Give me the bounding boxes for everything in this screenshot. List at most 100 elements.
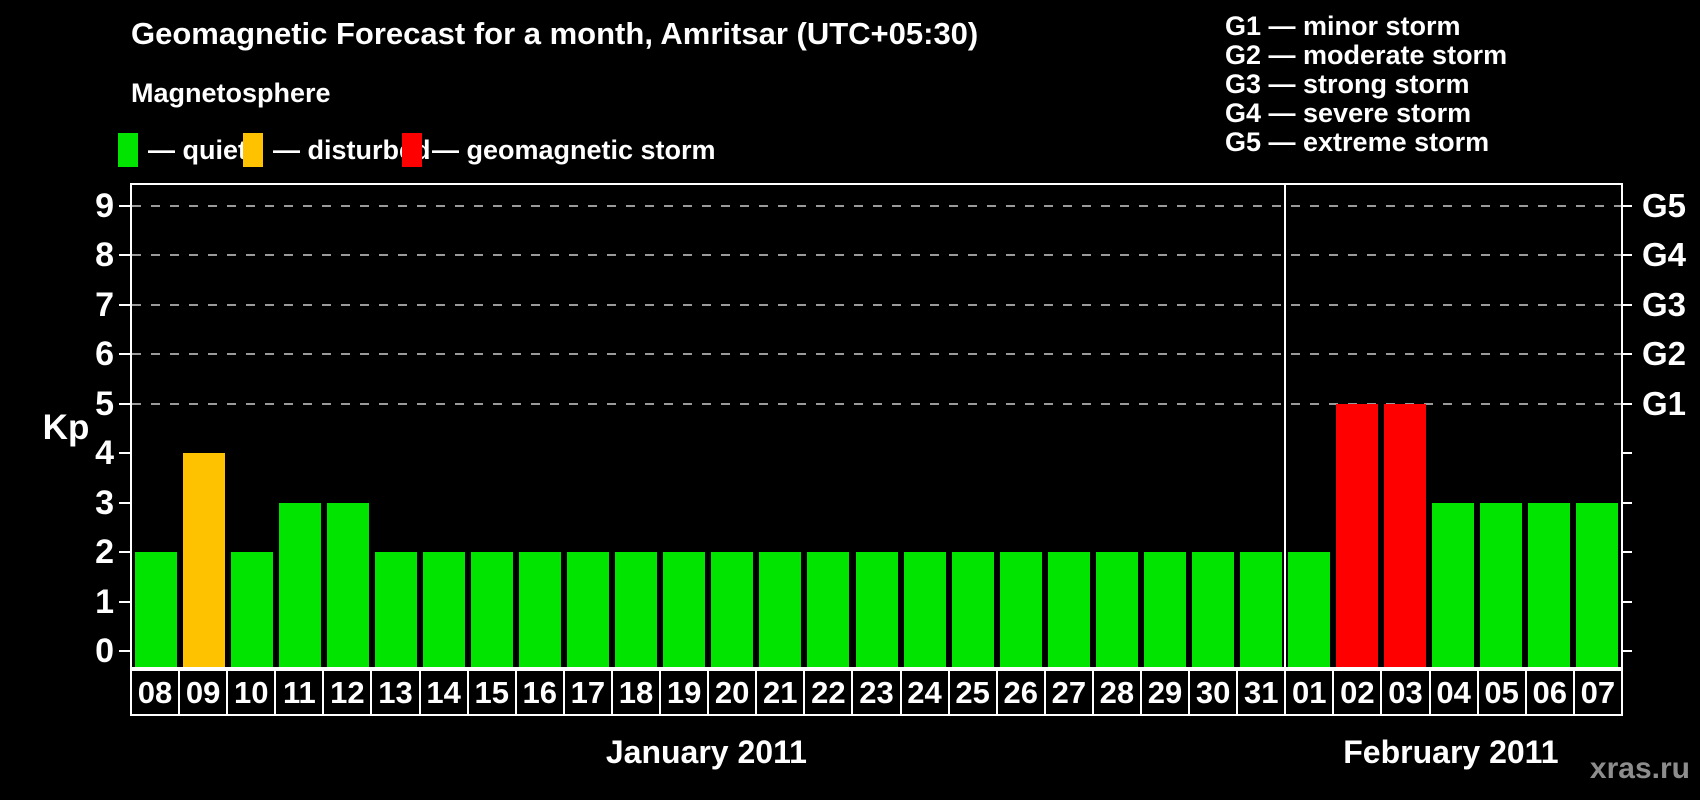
bar-day-01: [1287, 552, 1330, 667]
day-cell-17: 17: [565, 671, 613, 714]
day-cell-27: 27: [1046, 671, 1094, 714]
bar-day-20: [711, 552, 754, 667]
gridline-kp-9: [132, 204, 1621, 207]
right-axis-label-g2: G2: [1642, 335, 1687, 372]
day-cell-22: 22: [805, 671, 854, 714]
g4-legend-line: G4 — severe storm: [1225, 98, 1472, 128]
day-cell-01: 01: [1286, 671, 1335, 714]
legend-label-quiet: — quiet: [148, 134, 247, 165]
y-tick-label-2: 2: [95, 533, 114, 571]
bar-day-22: [807, 552, 850, 667]
bar-day-21: [759, 552, 802, 667]
g2-legend-line: G2 — moderate storm: [1225, 40, 1508, 70]
bar-day-14: [423, 552, 466, 667]
month-label-february: February 2011: [1343, 734, 1559, 770]
right-tick-kp-3: [1621, 501, 1632, 504]
day-cell-26: 26: [998, 671, 1046, 714]
day-cell-09: 09: [180, 671, 229, 714]
bar-day-04: [1431, 502, 1474, 667]
day-cell-10: 10: [228, 671, 277, 714]
left-tick-kp-8: [119, 254, 130, 256]
bar-day-26: [999, 552, 1042, 667]
bar-day-10: [231, 552, 274, 667]
bar-day-17: [567, 552, 610, 667]
y-tick-label-3: 3: [95, 483, 114, 522]
left-tick-kp-1: [119, 600, 130, 603]
left-tick-kp-6: [119, 353, 130, 355]
left-tick-kp-0: [119, 650, 130, 652]
day-cell-07: 07: [1580, 674, 1616, 710]
right-tick-kp-9: [1621, 204, 1632, 207]
bar-day-24: [903, 552, 946, 667]
right-tick-kp-4: [1621, 452, 1632, 454]
y-tick-label-6: 6: [95, 335, 114, 373]
y-tick-label-8: 8: [95, 236, 114, 274]
legend-item-storm: — geomagnetic storm: [402, 132, 716, 168]
day-cell-13: 13: [372, 671, 421, 714]
day-cell-28: 28: [1094, 671, 1142, 714]
day-cell-19: 19: [661, 671, 710, 714]
left-tick-kp-5: [119, 402, 130, 405]
quiet-color-swatch: [118, 133, 138, 167]
right-tick-kp-6: [1621, 353, 1632, 355]
bar-day-19: [663, 552, 706, 667]
bar-day-18: [615, 552, 658, 667]
bar-day-29: [1143, 552, 1186, 667]
day-cell-05: 05: [1479, 671, 1527, 714]
left-tick-kp-9: [119, 204, 130, 207]
y-tick-label-5: 5: [95, 384, 114, 423]
day-cell-14: 14: [421, 671, 469, 714]
day-cell-20: 20: [709, 671, 758, 714]
day-cell-16: 16: [517, 671, 565, 714]
legend-label-storm: — geomagnetic storm: [432, 134, 716, 165]
day-cell-04: 04: [1431, 671, 1479, 714]
month-label-january: January 2011: [605, 734, 807, 770]
right-axis-label-g1: G1: [1642, 384, 1687, 422]
gridline-kp-5: [132, 402, 1621, 405]
right-axis-label-g4: G4: [1642, 236, 1687, 273]
g3-legend-line: G3 — strong storm: [1225, 69, 1470, 99]
month-divider-line: [1283, 185, 1286, 667]
bar-day-30: [1191, 552, 1234, 667]
bar-day-06: [1527, 502, 1570, 667]
y-tick-label-1: 1: [95, 582, 114, 621]
day-cell-31: 31: [1238, 671, 1287, 714]
bar-day-09: [183, 453, 226, 667]
bar-day-03: [1383, 403, 1426, 667]
day-cell-11: 11: [276, 671, 325, 714]
right-tick-kp-8: [1621, 254, 1632, 256]
gridline-kp-8: [132, 254, 1621, 256]
day-cell-25: 25: [950, 671, 998, 714]
g1-legend-line: G1 — minor storm: [1225, 11, 1461, 41]
g-scale-legend: G1 — minor storm G2 — moderate storm G3 …: [1225, 12, 1507, 157]
left-tick-kp-2: [119, 551, 130, 553]
disturbed-color-swatch: [243, 133, 263, 167]
left-tick-kp-3: [119, 501, 130, 504]
right-tick-kp-2: [1621, 551, 1632, 553]
day-cell-15: 15: [469, 671, 517, 714]
watermark-xras: xras.ru: [1589, 752, 1690, 785]
right-axis-label-g3: G3: [1642, 285, 1687, 323]
day-cell-23: 23: [853, 671, 902, 714]
left-tick-kp-7: [119, 303, 130, 306]
day-cell-21: 21: [757, 671, 806, 714]
legend-item-quiet: — quiet: [118, 132, 247, 168]
day-cell-03: 03: [1382, 671, 1431, 714]
y-tick-label-0: 0: [95, 632, 114, 670]
right-tick-kp-7: [1621, 303, 1632, 306]
y-axis-title-kp: Kp: [42, 408, 90, 447]
right-axis-label-g5: G5: [1642, 186, 1687, 224]
bar-day-07: [1575, 502, 1618, 667]
bar-day-31: [1239, 552, 1282, 667]
bar-day-28: [1095, 552, 1138, 667]
day-cell-02: 02: [1334, 671, 1383, 714]
day-cell-29: 29: [1142, 671, 1191, 714]
gridline-kp-6: [132, 353, 1621, 355]
bar-day-05: [1479, 502, 1522, 667]
plot-area: [130, 183, 1623, 669]
day-cell-30: 30: [1190, 671, 1239, 714]
bar-day-25: [951, 552, 994, 667]
bar-day-16: [519, 552, 562, 667]
chart-title: Geomagnetic Forecast for a month, Amrits…: [131, 16, 979, 51]
bar-day-12: [327, 502, 370, 667]
